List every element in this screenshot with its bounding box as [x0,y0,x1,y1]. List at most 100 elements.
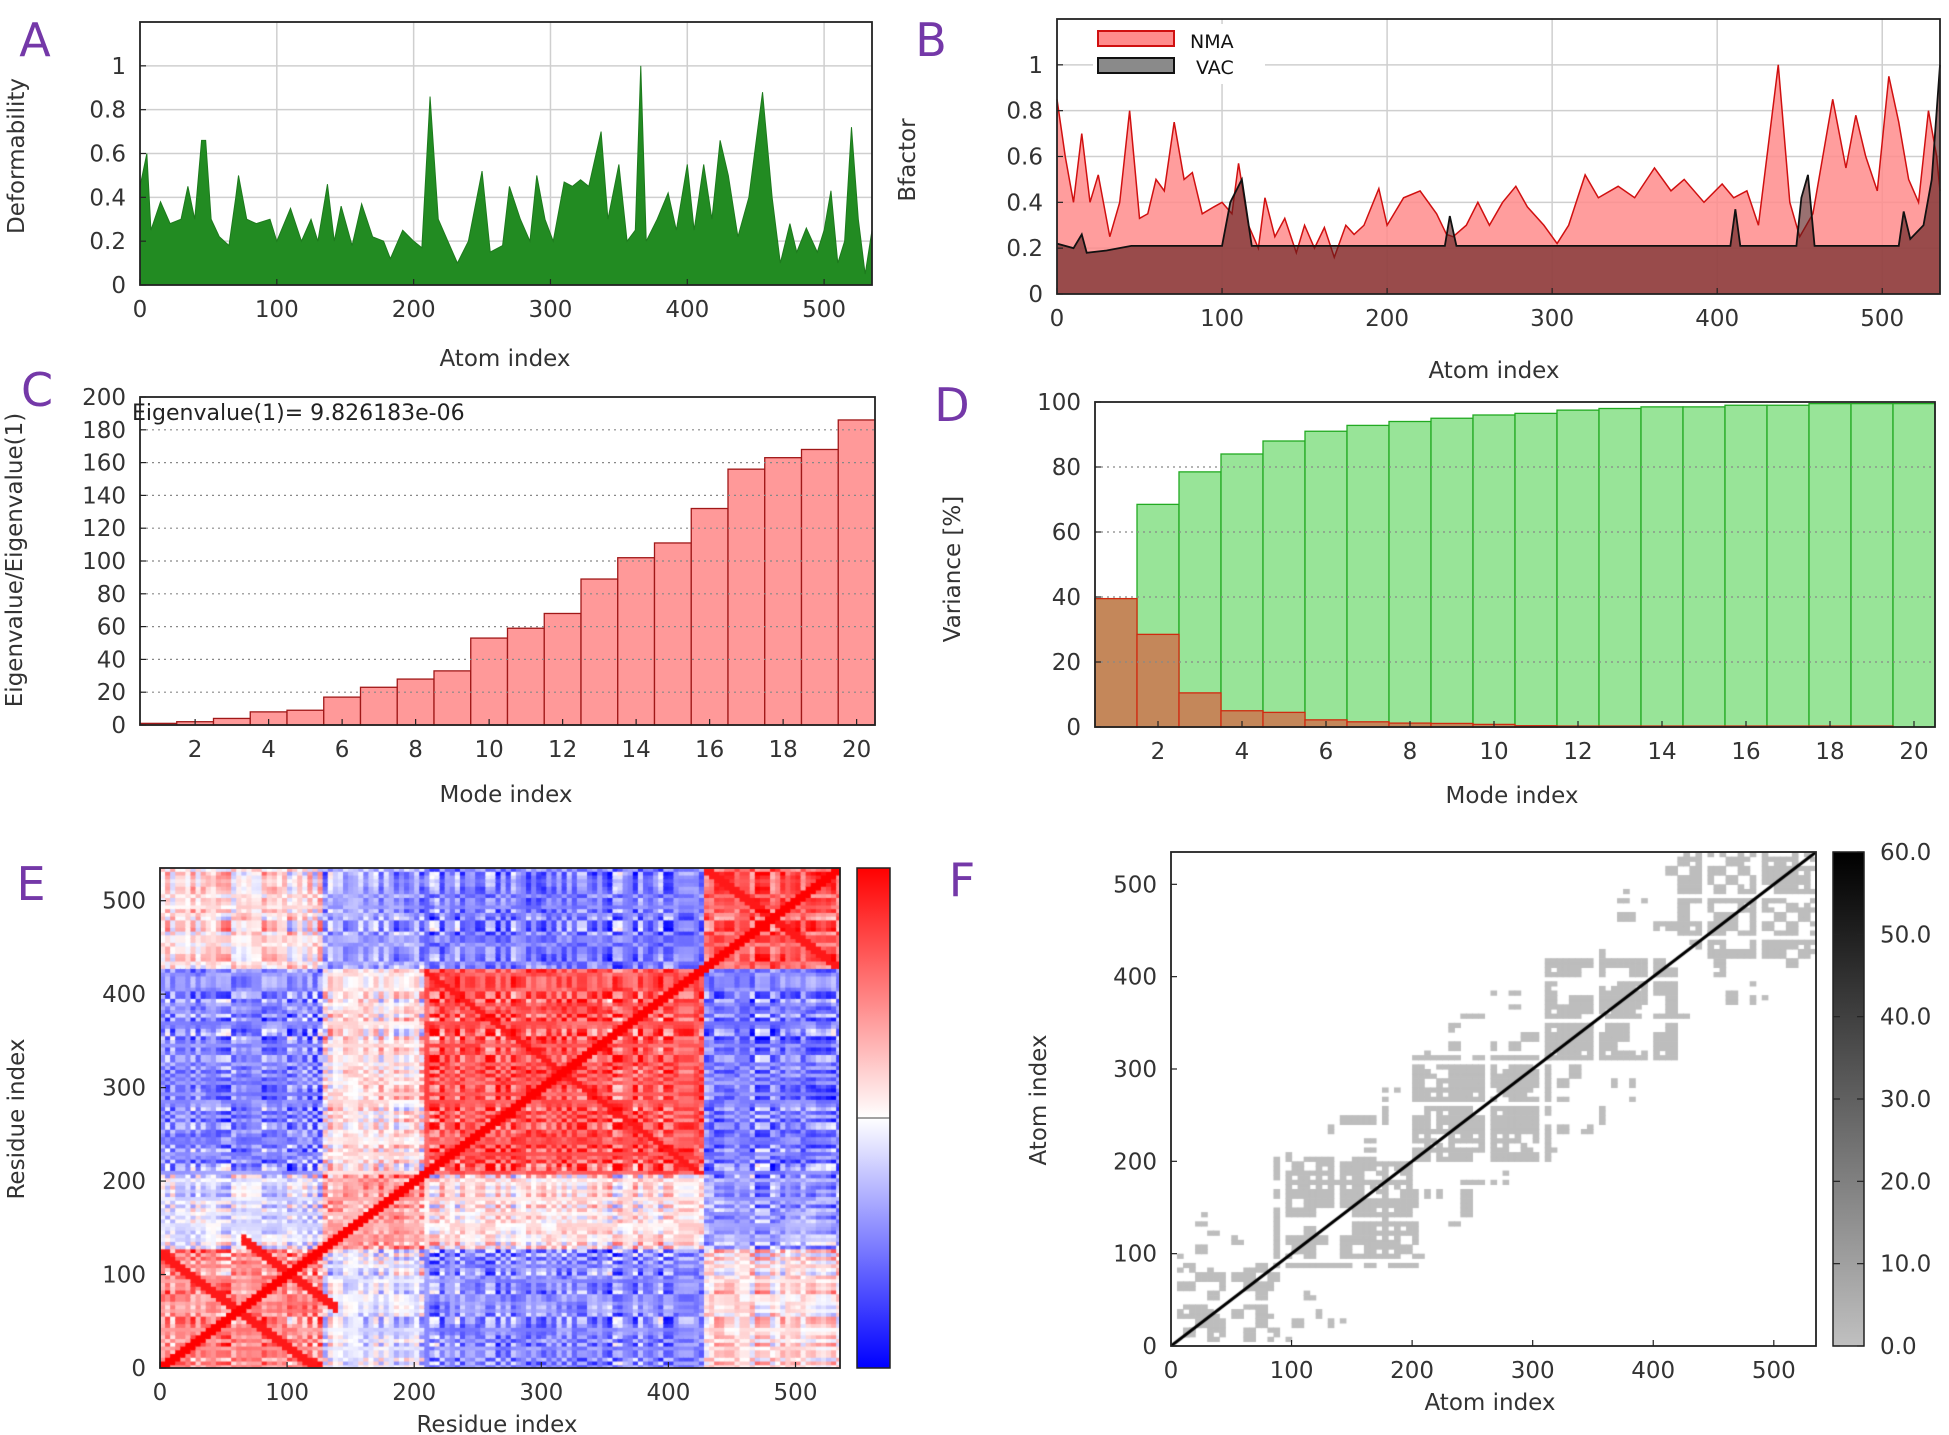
x-tick-label: 14 [621,737,650,763]
x-tick-label: 100 [1270,1358,1314,1384]
y-tick-label: 40 [97,647,126,673]
panel-letter: B [915,13,947,67]
legend-label-nma: NMA [1190,31,1234,53]
bar-mode-5 [286,709,325,726]
y-tick-label: 100 [1113,1242,1157,1268]
x-tick-label: 200 [1365,306,1409,332]
cumulative-variance-bar-14 [1640,406,1684,728]
x-tick-label: 500 [1752,1358,1796,1384]
y-tick-label: 100 [82,549,126,575]
y-tick-label: 140 [82,483,126,509]
x-tick-label: 20 [1899,739,1928,765]
bar-mode-9 [433,670,472,726]
individual-variance-bar-5 [1262,711,1306,728]
vac-area [1057,64,1940,294]
colorbar-tick-label: 0.0 [1880,1334,1917,1360]
plot-frame [1170,851,1817,1347]
x-tick-label: 500 [774,1380,818,1406]
y-tick-label: 500 [102,889,146,915]
cumulative-variance-bar-18 [1808,402,1852,728]
colorbar-tick-label: 40.0 [1880,1005,1931,1031]
y-tick-label: 80 [1052,455,1081,481]
panel-letter: E [16,857,45,911]
colorbar-tick-label: 60.0 [1880,840,1931,866]
x-tick-label: 10 [474,737,503,763]
bar-mode-13 [580,578,619,726]
y-tick-label: 0 [111,273,126,299]
y-tick-label: 0.8 [89,98,126,124]
panel-e-axes: 0 100 200 300 400 500 0 100 200 300 400 500 Residue … [4,857,841,1435]
y-tick-label: 100 [1037,390,1081,416]
cumulative-variance-bar-8 [1388,420,1432,728]
cumulative-variance-bar-20 [1892,402,1936,728]
y-tick-label: 20 [97,680,126,706]
colorbar-tick-label: 20.0 [1880,1169,1931,1195]
bar-mode-19 [800,448,839,726]
x-tick-label: 6 [335,737,350,763]
bar-mode-14 [617,557,656,726]
cumulative-variance-bar-5 [1262,440,1306,728]
x-tick-label: 100 [265,1380,309,1406]
bar-mode-7 [359,686,398,726]
y-tick-label: 0 [1028,282,1043,308]
y-tick-label: 80 [97,582,126,608]
legend-label-vac: VAC [1196,57,1234,79]
bar-mode-12 [543,612,582,726]
vac-line [1056,64,1941,254]
x-tick-label: 0 [1050,306,1065,332]
y-axis-label: Residue index [4,1038,30,1199]
y-axis-label: Variance [%] [940,496,966,642]
y-tick-label: 60 [97,615,126,641]
y-tick-label: 0 [131,1356,146,1382]
x-tick-label: 500 [802,297,846,323]
y-tick-label: 200 [102,1169,146,1195]
x-tick-label: 6 [1319,739,1334,765]
y-tick-label: 160 [82,451,126,477]
x-tick-label: 14 [1647,739,1676,765]
cumulative-variance-bar-19 [1850,402,1894,728]
y-tick-label: 1 [1028,53,1043,79]
y-tick-label: 0 [1142,1334,1157,1360]
y-tick-label: 0.4 [89,185,126,211]
x-tick-label: 0 [1164,1358,1179,1384]
x-tick-label: 100 [255,297,299,323]
x-tick-label: 0 [133,297,148,323]
y-tick-label: 500 [1113,872,1157,898]
y-tick-label: 20 [1052,650,1081,676]
x-tick-label: 400 [646,1380,690,1406]
x-tick-label: 200 [1390,1358,1434,1384]
y-axis-label: Bfactor [895,118,921,202]
y-tick-label: 1 [111,54,126,80]
x-tick-label: 300 [1511,1358,1555,1384]
cumulative-variance-bar-10 [1472,414,1516,728]
y-tick-label: 60 [1052,520,1081,546]
y-tick-label: 0.2 [1006,236,1043,262]
x-tick-label: 300 [1530,306,1574,332]
x-axis-label: Mode index [440,782,573,808]
cumulative-variance-bar-16 [1724,404,1768,728]
y-tick-label: 200 [1113,1149,1157,1175]
atom-contact-heatmap [1171,852,1816,1346]
cumulative-variance-bar-13 [1598,407,1642,728]
panel-c-axes: 2 4 6 8 10 12 14 16 18 20020406080100120140160180… [2,363,876,808]
x-tick-label: 8 [408,737,423,763]
x-axis-label: Atom index [439,346,570,372]
panel-letter: C [21,363,53,417]
x-tick-label: 200 [392,297,436,323]
cumulative-variance-bar-7 [1346,424,1390,728]
y-tick-label: 0 [1066,715,1081,741]
x-tick-label: 12 [1563,739,1592,765]
panel-a-axes: 0 100 200 300 400 500 0 0.2 0.4 0.6 0.8 1 Atom index… [4,13,873,372]
colorbar-tick-label: 30.0 [1880,1087,1931,1113]
eigenvalue-bars [139,419,876,726]
cumulative-variance-bar-17 [1766,404,1810,728]
x-axis-label: Atom index [1424,1390,1555,1416]
legend-b: NMA VAC [1093,24,1265,84]
bar-mode-8 [396,678,435,726]
individual-variance-bar-3 [1178,692,1222,728]
plot-frame [1094,401,1936,728]
x-tick-label: 2 [1151,739,1166,765]
x-tick-label: 100 [1200,306,1244,332]
